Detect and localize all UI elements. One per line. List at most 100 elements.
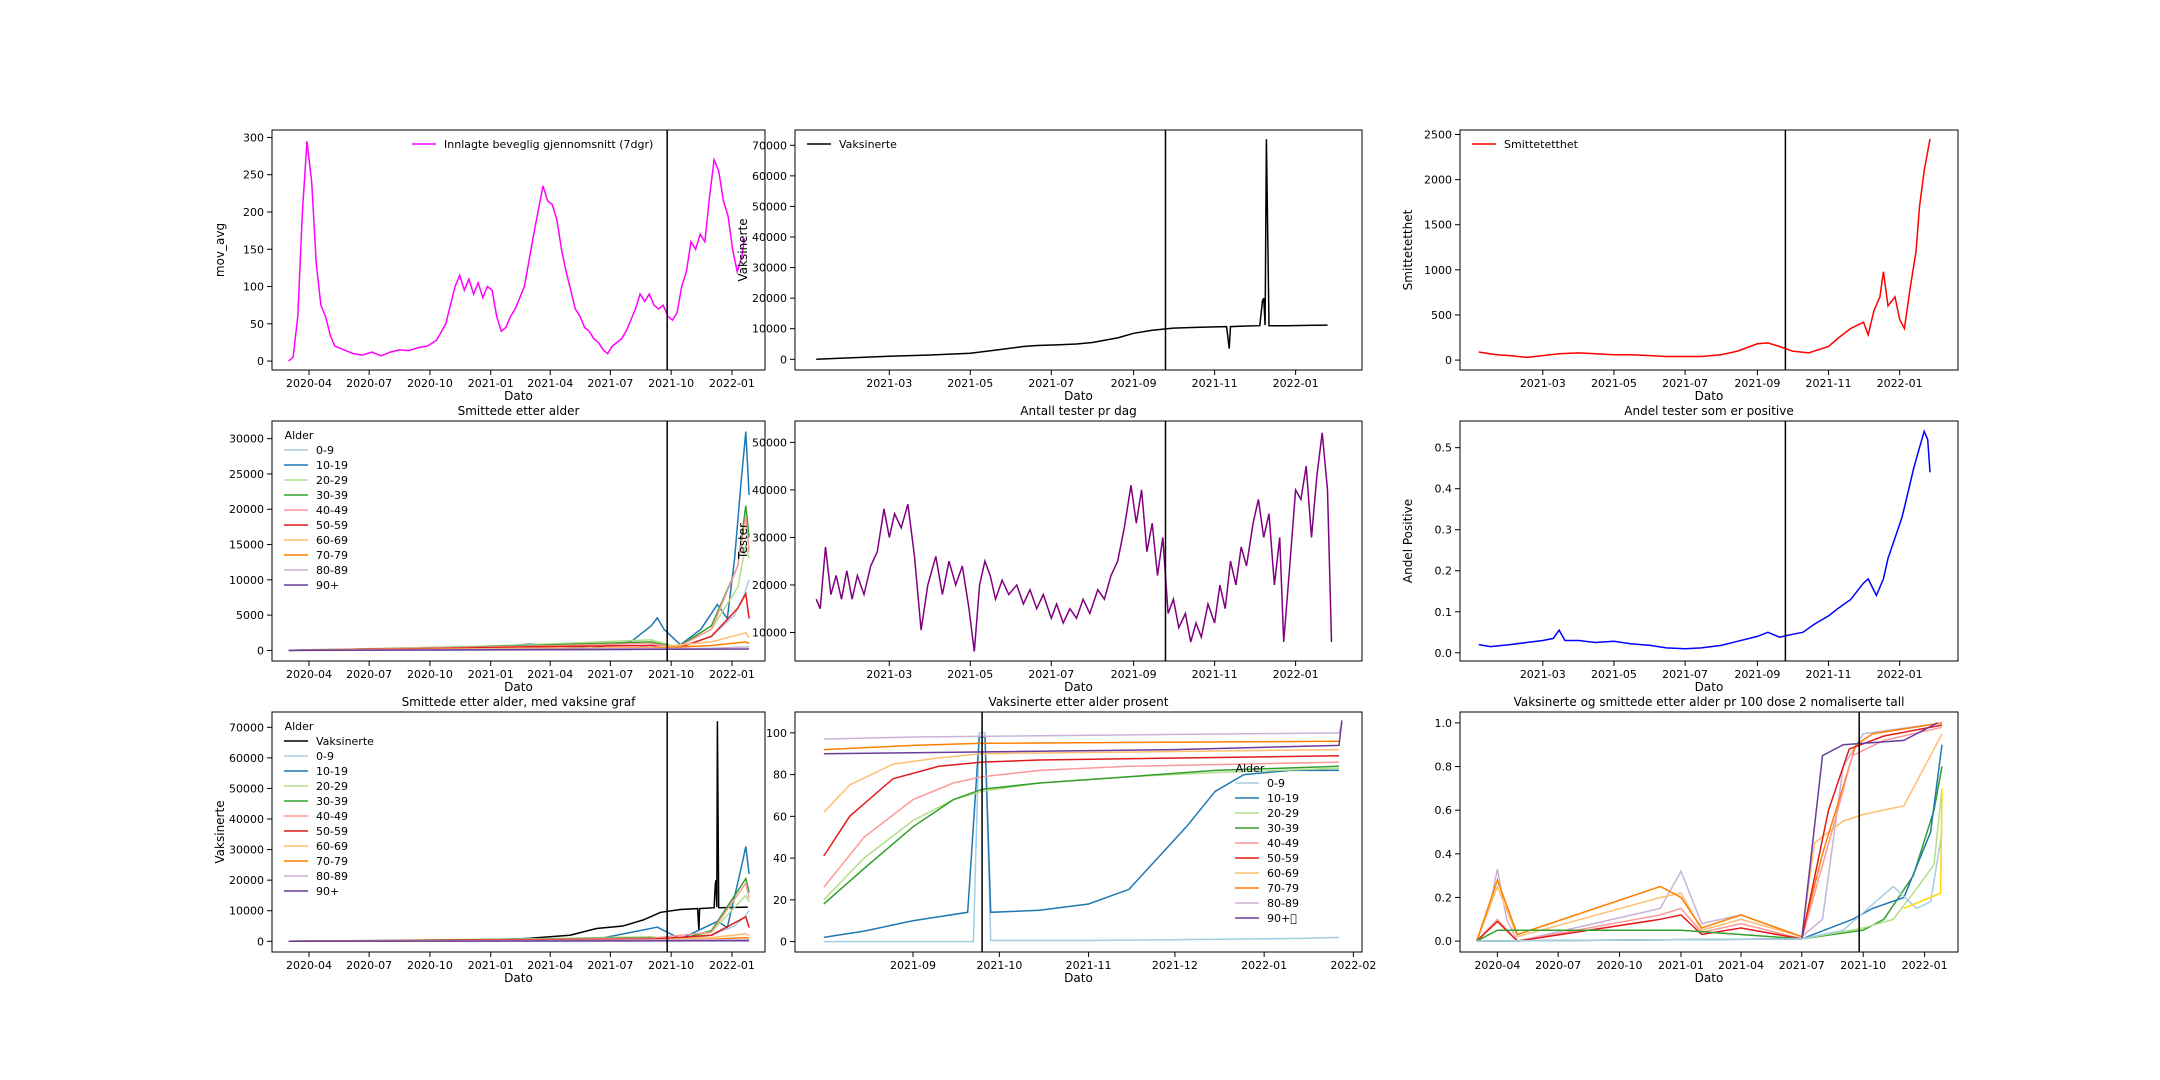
x-tick-label-p6: 2021-09 — [1734, 668, 1780, 681]
legend-p1: Innlagte beveglig gjennomsnitt (7dgr) — [412, 138, 653, 151]
series-line-p4-0 — [288, 579, 750, 652]
x-axis-label-p5: Dato — [1064, 680, 1093, 694]
x-tick-label-p9: 2022-01 — [1902, 959, 1948, 972]
y-tick-label-p3: 1000 — [1424, 264, 1452, 277]
x-tick-label-p1: 2020-04 — [286, 377, 332, 390]
x-tick-label-p3: 2021-07 — [1662, 377, 1708, 390]
x-tick-label-p1: 2021-04 — [527, 377, 573, 390]
x-tick-label-p8: 2021-11 — [1066, 959, 1112, 972]
legend-label: 30-39 — [316, 795, 348, 808]
legend-label: 60-69 — [316, 534, 348, 547]
legend-title: Alder — [1236, 762, 1265, 775]
series-line-p8-2 — [823, 767, 1340, 901]
y-tick-label-p1: 0 — [257, 355, 264, 368]
x-tick-label-p2: 2021-07 — [1028, 377, 1074, 390]
chart-p7: 2020-04 2020-07 2020-10 2021-01 2021-04 2021-… — [213, 695, 766, 985]
x-tick-label-p1: 2020-07 — [346, 377, 392, 390]
y-tick-label-p9: 1.0 — [1435, 717, 1453, 730]
series-line-p9-6 — [1476, 766, 1943, 942]
legend-label: 30-39 — [1267, 822, 1299, 835]
y-tick-label-p6: 0.4 — [1435, 483, 1453, 496]
x-tick-label-p7: 2020-04 — [286, 959, 332, 972]
y-tick-label-p6: 0.2 — [1435, 565, 1453, 578]
legend-label: 10-19 — [316, 765, 348, 778]
x-tick-label-p7: 2020-10 — [407, 959, 453, 972]
legend-label: 50-59 — [316, 825, 348, 838]
legend-label: 80-89 — [316, 870, 348, 883]
x-tick-label-p9: 2021-07 — [1779, 959, 1825, 972]
chart-p9: 2020-04 2020-07 2020-10 2021-01 2021-04 2021-… — [1435, 695, 1959, 985]
plot-frame-p2 — [794, 129, 1363, 371]
plot-frame-p3 — [1459, 129, 1959, 371]
x-tick-label-p3: 2021-09 — [1734, 377, 1780, 390]
series-line-p9-7 — [1476, 744, 1943, 942]
y-tick-label-p9: 0.6 — [1435, 804, 1453, 817]
legend-label: 70-79 — [1267, 882, 1299, 895]
x-tick-label-p4: 2022-01 — [709, 668, 755, 681]
series-line-p9-0 — [1476, 722, 1943, 942]
legend-label: Smittetetthet — [1504, 138, 1579, 151]
plot-frame-p7 — [271, 711, 766, 953]
y-tick-label-p7: 40000 — [229, 813, 264, 826]
y-axis-label-p7: Vaksinerte — [213, 800, 227, 863]
plot-frame-p8 — [794, 711, 1363, 953]
legend-label: 50-59 — [316, 519, 348, 532]
x-tick-label-p1: 2022-01 — [709, 377, 755, 390]
x-tick-label-p6: 2021-11 — [1806, 668, 1852, 681]
chart-p2: 2021-03 2021-05 2021-07 2021-09 2021-11 2022-… — [736, 129, 1363, 403]
y-tick-label-p4: 25000 — [229, 468, 264, 481]
legend-label: 20-29 — [316, 474, 348, 487]
x-tick-label-p7: 2021-04 — [527, 959, 573, 972]
x-tick-label-p1: 2021-10 — [648, 377, 694, 390]
y-tick-label-p3: 1500 — [1424, 219, 1452, 232]
legend-label: 60-69 — [1267, 867, 1299, 880]
chart-title-p8: Vaksinerte etter alder prosent — [989, 695, 1169, 709]
y-tick-label-p4: 10000 — [229, 574, 264, 587]
legend-label: 20-29 — [316, 780, 348, 793]
x-axis-label-p1: Dato — [504, 389, 533, 403]
x-tick-label-p8: 2021-09 — [890, 959, 936, 972]
x-tick-label-p4: 2021-01 — [468, 668, 514, 681]
legend-label: 70-79 — [316, 855, 348, 868]
y-tick-label-p3: 0 — [1445, 354, 1452, 367]
y-tick-label-p9: 0.2 — [1435, 891, 1453, 904]
x-axis-label-p3: Dato — [1695, 389, 1724, 403]
series-line-p7-10 — [288, 939, 750, 943]
series-line-p1-0 — [288, 141, 746, 362]
y-tick-label-p5: 30000 — [752, 531, 787, 544]
y-tick-label-p5: 10000 — [752, 626, 787, 639]
y-tick-label-p6: 0.5 — [1435, 442, 1453, 455]
legend-label: 90+  — [1267, 912, 1297, 925]
legend-label: 90+ — [316, 579, 339, 592]
x-axis-label-p9: Dato — [1695, 971, 1724, 985]
x-tick-label-p2: 2021-05 — [947, 377, 993, 390]
series-line-p8-5 — [823, 755, 1340, 857]
y-tick-label-p8: 20 — [773, 894, 787, 907]
y-tick-label-p1: 250 — [243, 169, 264, 182]
x-tick-label-p6: 2021-05 — [1591, 668, 1637, 681]
y-tick-label-p7: 70000 — [229, 721, 264, 734]
y-tick-label-p8: 0 — [780, 936, 787, 949]
plot-frame-p9 — [1459, 711, 1959, 953]
x-tick-label-p5: 2022-01 — [1273, 668, 1319, 681]
chart-p6: 2021-03 2021-05 2021-07 2021-09 2021-11 2022-… — [1401, 404, 1959, 694]
series-line-p9-9 — [1476, 831, 1943, 942]
y-tick-label-p4: 20000 — [229, 503, 264, 516]
x-tick-label-p2: 2022-01 — [1273, 377, 1319, 390]
y-tick-label-p2: 0 — [780, 353, 787, 366]
y-tick-label-p5: 20000 — [752, 579, 787, 592]
legend-label: 20-29 — [1267, 807, 1299, 820]
x-axis-label-p2: Dato — [1064, 389, 1093, 403]
series-line-p9-8 — [1476, 788, 1943, 942]
plot-frame-p4 — [271, 420, 766, 662]
legend-label: 40-49 — [1267, 837, 1299, 850]
legend-label: 90+ — [316, 885, 339, 898]
x-tick-label-p5: 2021-07 — [1028, 668, 1074, 681]
y-tick-label-p2: 70000 — [752, 139, 787, 152]
x-tick-label-p7: 2021-01 — [468, 959, 514, 972]
x-tick-label-p4: 2020-10 — [407, 668, 453, 681]
